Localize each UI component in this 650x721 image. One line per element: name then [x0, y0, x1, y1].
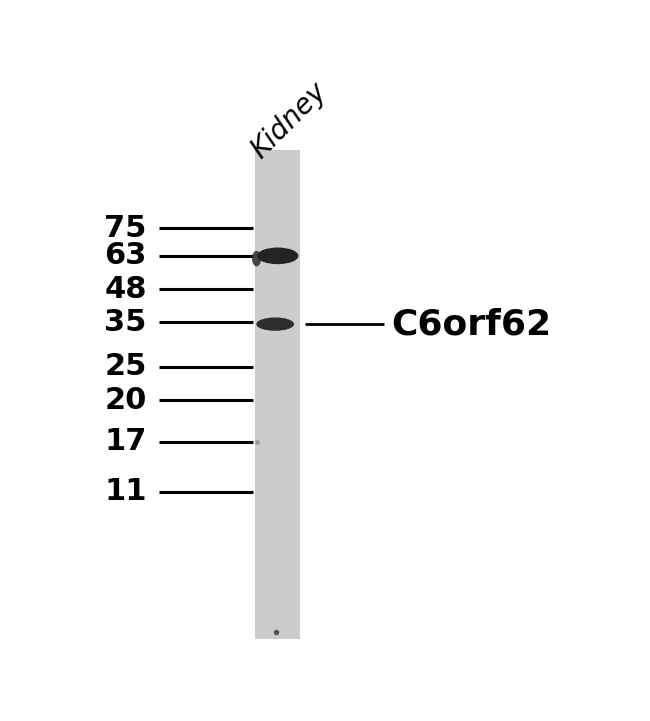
Text: 17: 17 [105, 428, 147, 456]
Text: 25: 25 [105, 353, 147, 381]
Ellipse shape [257, 247, 298, 264]
Text: 11: 11 [104, 477, 147, 506]
Text: 75: 75 [105, 213, 147, 242]
Bar [255, 151, 300, 639]
Text: 63: 63 [105, 242, 147, 270]
Text: C6orf62: C6orf62 [391, 307, 551, 341]
Text: 35: 35 [105, 308, 147, 337]
Text: Kidney: Kidney [245, 77, 332, 164]
Text: 20: 20 [105, 386, 147, 415]
Ellipse shape [256, 317, 294, 331]
Text: 48: 48 [104, 275, 147, 304]
Ellipse shape [252, 251, 261, 266]
